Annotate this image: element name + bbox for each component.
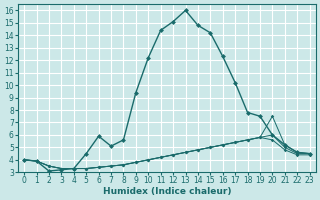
X-axis label: Humidex (Indice chaleur): Humidex (Indice chaleur) bbox=[103, 187, 231, 196]
